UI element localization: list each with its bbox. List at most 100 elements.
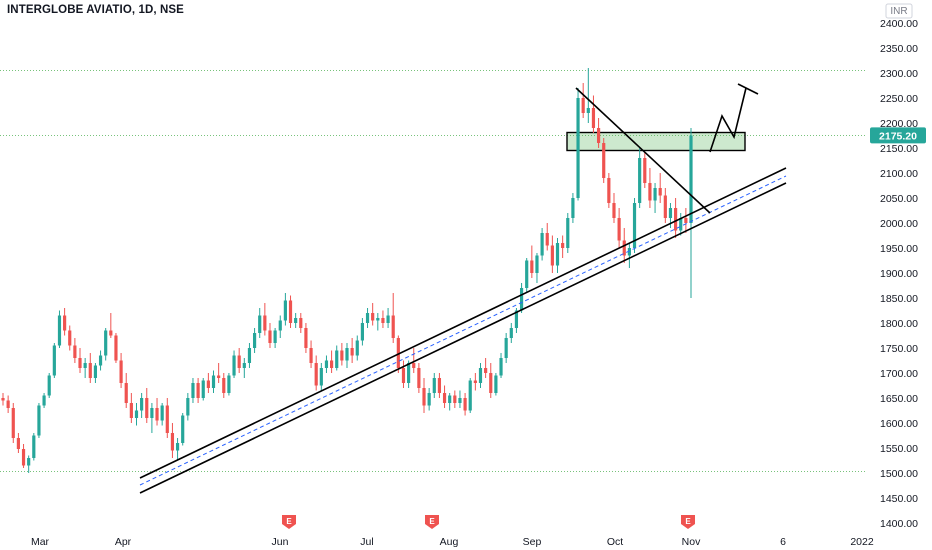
- candle-body: [181, 415, 185, 443]
- earnings-marker-shape: [282, 515, 296, 529]
- candle: [124, 373, 128, 408]
- candle-body: [98, 355, 103, 366]
- candle-body: [576, 98, 580, 198]
- candle-body: [6, 400, 10, 408]
- candle: [401, 360, 406, 388]
- candle-body: [170, 433, 175, 451]
- price-axis[interactable]: INR2400.002350.002300.002250.002200.0021…: [866, 0, 932, 550]
- price-tick-label: 2300.00: [880, 68, 918, 80]
- candle-body: [612, 203, 616, 218]
- candle-body: [83, 363, 87, 368]
- candle: [263, 303, 267, 336]
- earnings-marker-icon: E: [681, 515, 695, 529]
- price-tick-label: 1400.00: [880, 518, 918, 530]
- candle: [63, 308, 67, 336]
- candle: [42, 393, 46, 408]
- earnings-marker-label: E: [286, 517, 292, 526]
- candle: [88, 353, 92, 383]
- candle-body: [684, 218, 688, 223]
- candle-body: [222, 378, 226, 393]
- candle-body: [232, 355, 236, 376]
- candle: [653, 183, 657, 213]
- price-tick-label: 2000.00: [880, 218, 918, 230]
- candle-body: [689, 135, 693, 223]
- candle-body: [340, 350, 344, 361]
- candle: [473, 373, 477, 391]
- candle: [52, 343, 56, 378]
- candle: [32, 433, 36, 461]
- candle: [191, 378, 195, 403]
- currency-label: INR: [890, 6, 907, 17]
- resistance-zone[interactable]: [566, 131, 746, 152]
- time-axis[interactable]: Mar Apr Jun Jul Aug Sep Oct Nov 6 2022: [31, 536, 874, 548]
- candle: [98, 350, 103, 371]
- candle: [632, 198, 637, 253]
- candle-body: [258, 315, 262, 333]
- candle-body: [463, 398, 467, 411]
- candle-body: [555, 243, 560, 266]
- candle-body: [545, 233, 549, 246]
- candle: [252, 328, 257, 353]
- candle: [648, 168, 652, 208]
- candle-body: [504, 338, 508, 358]
- candle: [232, 350, 236, 378]
- price-tick-label: 2350.00: [880, 43, 918, 55]
- candle-body: [294, 318, 298, 323]
- candle: [494, 373, 498, 396]
- arrow-head-icon: [737, 83, 759, 95]
- candle-body: [88, 363, 92, 378]
- trend-line-lower[interactable]: [139, 182, 787, 494]
- candle: [525, 258, 529, 293]
- candle-body: [227, 375, 231, 393]
- candle-body: [674, 208, 678, 231]
- trend-line-upper[interactable]: [139, 167, 787, 479]
- candle: [612, 193, 616, 223]
- candle: [57, 310, 62, 348]
- candle-body: [627, 248, 631, 256]
- candle: [217, 363, 221, 383]
- candle-body: [494, 375, 498, 393]
- candle: [550, 235, 554, 273]
- price-tick-label: 2200.00: [880, 118, 918, 130]
- candle-body: [561, 243, 565, 248]
- candle: [330, 350, 334, 373]
- candle: [304, 323, 308, 353]
- candle-body: [93, 365, 98, 378]
- candle-body: [586, 108, 590, 113]
- candle-body: [407, 363, 411, 383]
- price-tick-label: 1750.00: [880, 343, 918, 355]
- descending-trend-line[interactable]: [575, 87, 711, 214]
- price-tick-label: 1450.00: [880, 493, 918, 505]
- time-tick-label: Jun: [272, 536, 289, 548]
- candle-body: [509, 328, 513, 338]
- candle-body: [68, 330, 72, 346]
- time-tick-label: Mar: [31, 536, 50, 548]
- candle-body: [47, 375, 51, 396]
- candle: [596, 118, 601, 148]
- candle-body: [32, 435, 36, 458]
- candle: [484, 358, 488, 378]
- trend-line-middle[interactable]: [139, 175, 787, 486]
- candle: [376, 313, 380, 331]
- candle-body: [360, 323, 364, 341]
- candle-body: [622, 240, 626, 256]
- candle: [201, 378, 205, 401]
- earnings-marker-icon: E: [282, 515, 296, 529]
- price-tick-label: 1900.00: [880, 268, 918, 280]
- candle-body: [345, 348, 349, 361]
- candle-body: [638, 158, 642, 203]
- price-tick-label: 2150.00: [880, 143, 918, 155]
- candle-body: [268, 330, 272, 343]
- price-tick-label: 1550.00: [880, 443, 918, 455]
- candle: [37, 403, 41, 438]
- price-tick-label: 1650.00: [880, 393, 918, 405]
- candle-body: [21, 449, 26, 466]
- candle-body: [319, 368, 323, 386]
- time-tick-label: Aug: [440, 536, 459, 548]
- projection-path[interactable]: [709, 87, 747, 153]
- candle: [458, 390, 462, 408]
- candle-body: [42, 395, 46, 406]
- candle-body: [386, 315, 390, 323]
